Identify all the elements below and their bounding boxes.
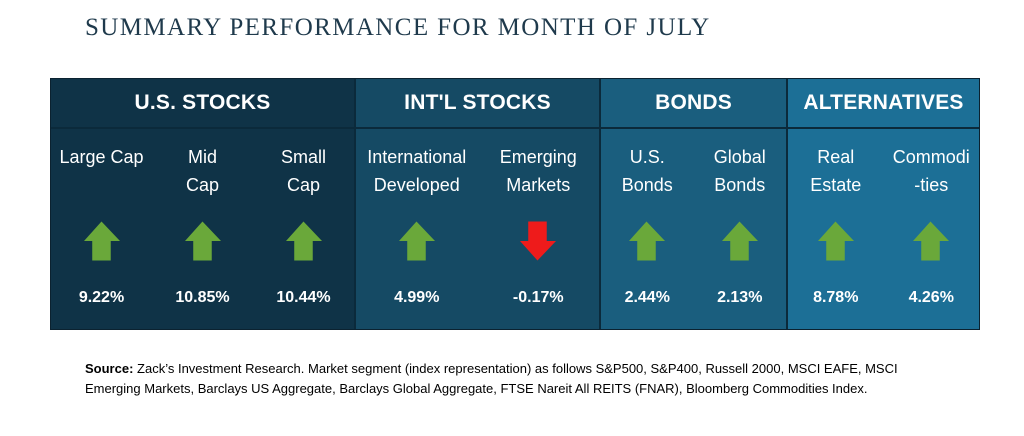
- up-arrow-icon: [398, 221, 435, 266]
- segment-return: 2.44%: [624, 289, 670, 306]
- section-us-stocks: U.S. STOCKS Large Cap 9.22% Mid Cap 10.8…: [51, 79, 356, 329]
- segment-return: 10.44%: [276, 289, 331, 306]
- segment-us-bonds: U.S. Bonds 2.44%: [601, 129, 694, 329]
- segment-label: Real Estate: [810, 147, 862, 195]
- section-header: ALTERNATIVES: [788, 79, 979, 129]
- source-note: Source: Zack’s Investment Research. Mark…: [85, 359, 955, 399]
- section-alternatives: ALTERNATIVES Real Estate 8.78% Commodi -…: [788, 79, 979, 329]
- segment-return: 4.26%: [908, 289, 954, 306]
- segment-real-estate: Real Estate 8.78%: [788, 129, 884, 329]
- up-arrow-icon: [629, 221, 666, 266]
- down-arrow-icon: [520, 221, 557, 266]
- up-arrow-icon: [285, 221, 322, 266]
- segment-return: 2.13%: [717, 289, 763, 306]
- section-header: INT'L STOCKS: [356, 79, 599, 129]
- segment-small-cap: Small Cap 10.44%: [253, 129, 354, 329]
- section-intl-stocks: INT'L STOCKS International Developed 4.9…: [356, 79, 601, 329]
- segment-label: U.S. Bonds: [621, 147, 673, 195]
- segment-large-cap: Large Cap 9.22%: [51, 129, 152, 329]
- segment-label: Global Bonds: [713, 147, 766, 195]
- segment-international-developed: International Developed 4.99%: [356, 129, 478, 329]
- segment-return: 10.85%: [175, 289, 230, 306]
- segment-mid-cap: Mid Cap 10.85%: [152, 129, 253, 329]
- section-header: U.S. STOCKS: [51, 79, 354, 129]
- segment-return: 8.78%: [813, 289, 859, 306]
- segment-label: International Developed: [367, 147, 467, 195]
- up-arrow-icon: [83, 221, 120, 266]
- segment-return: -0.17%: [512, 289, 564, 306]
- page-title: SUMMARY PERFORMANCE FOR MONTH OF JULY: [85, 14, 711, 41]
- performance-panel: U.S. STOCKS Large Cap 9.22% Mid Cap 10.8…: [50, 78, 980, 330]
- segment-label: Emerging Markets: [499, 147, 577, 195]
- up-arrow-icon: [817, 221, 854, 266]
- segment-return: 4.99%: [394, 289, 440, 306]
- section-header: BONDS: [601, 79, 786, 129]
- up-arrow-icon: [721, 221, 758, 266]
- segment-label: Small Cap: [280, 147, 326, 195]
- segment-label: Large Cap: [59, 147, 144, 167]
- source-label: Source:: [85, 361, 134, 376]
- segment-commodities: Commodi -ties 4.26%: [884, 129, 980, 329]
- up-arrow-icon: [184, 221, 221, 266]
- segment-label: Commodi -ties: [892, 147, 970, 195]
- section-bonds: BONDS U.S. Bonds 2.44% Global Bonds 2.13…: [601, 79, 788, 329]
- segment-return: 9.22%: [78, 289, 125, 306]
- segment-label: Mid Cap: [185, 147, 220, 195]
- source-text: Zack’s Investment Research. Market segme…: [85, 361, 898, 396]
- segment-emerging-markets: Emerging Markets -0.17%: [478, 129, 600, 329]
- up-arrow-icon: [913, 221, 950, 266]
- segment-global-bonds: Global Bonds 2.13%: [694, 129, 787, 329]
